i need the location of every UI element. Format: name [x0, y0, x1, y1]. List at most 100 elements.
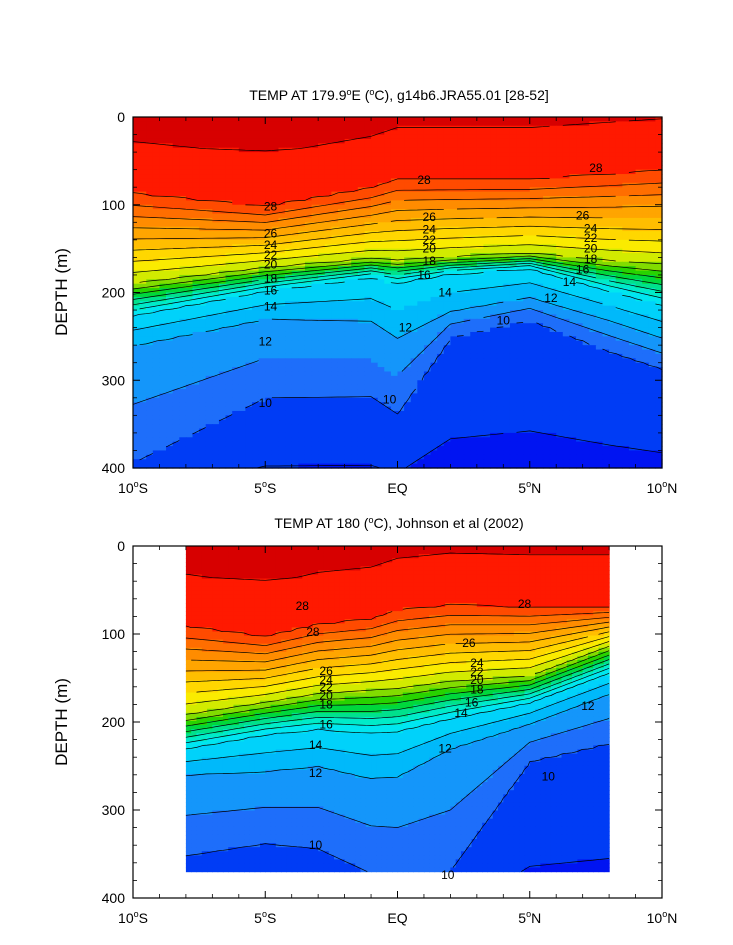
contour-fill-cell [635, 200, 643, 206]
contour-fill-cell [318, 165, 326, 171]
contour-fill-cell [185, 380, 194, 386]
contour-fill-cell [357, 204, 366, 210]
contour-fill-cell [179, 169, 187, 175]
contour-fill-cell [218, 134, 227, 140]
contour-fill-cell [463, 327, 471, 333]
contour-fill-cell [556, 371, 564, 377]
contour-fill-cell [430, 353, 438, 359]
contour-fill-cell [542, 244, 551, 250]
contour-fill-cell [377, 147, 385, 153]
contour-fill-cell [152, 235, 161, 241]
contour-fill-cell [371, 191, 379, 197]
contour-fill-cell [642, 200, 650, 206]
contour-fill-cell [569, 217, 577, 223]
contour-fill-cell [172, 270, 180, 276]
contour-fill-cell [159, 257, 167, 263]
contour-fill-cell [344, 117, 352, 122]
contour-fill-cell [179, 358, 187, 364]
contour-fill-cell [265, 305, 273, 311]
contour-fill-cell [225, 349, 233, 355]
contour-fill-cell [258, 226, 266, 232]
contour-fill-cell [377, 160, 385, 166]
contour-fill-cell [417, 340, 425, 346]
contour-fill-cell [225, 331, 233, 337]
contour-fill-cell [179, 288, 187, 294]
contour-fill-cell [205, 375, 213, 381]
contour-fill-cell [476, 292, 485, 298]
contour-fill-cell [642, 235, 650, 241]
contour-fill-cell [516, 200, 524, 206]
contour-fill-cell [304, 117, 313, 122]
contour-fill-cell [225, 187, 233, 193]
contour-fill-cell [628, 182, 637, 188]
contour-fill-cell [582, 134, 590, 140]
contour-fill-cell [258, 156, 266, 162]
contour-fill-cell [344, 134, 352, 140]
contour-fill-cell [179, 121, 187, 127]
contour-fill-cell [490, 239, 498, 245]
contour-fill-cell [199, 375, 207, 381]
contour-fill-cell [285, 288, 293, 294]
contour-fill-cell [463, 125, 471, 131]
contour-fill-cell [318, 187, 326, 193]
contour-fill-cell [648, 248, 656, 254]
contour-fill-cell [523, 340, 531, 346]
contour-fill-cell [582, 165, 590, 171]
contour-fill-cell [562, 244, 571, 250]
contour-fill-cell [351, 389, 359, 395]
contour-fill-cell [238, 182, 247, 188]
contour-fill-cell [199, 345, 207, 351]
contour-fill-cell [218, 213, 227, 219]
contour-fill-cell [609, 353, 617, 359]
contour-fill-cell [443, 279, 451, 285]
contour-fill-cell [218, 121, 227, 127]
contour-fill-cell [423, 209, 432, 215]
contour-fill-cell [298, 209, 306, 215]
contour-fill-cell [642, 384, 650, 390]
contour-fill-cell [291, 318, 299, 324]
contour-fill-cell [252, 217, 260, 223]
contour-fill-cell [523, 257, 531, 263]
contour-fill-cell [404, 143, 412, 149]
contour-fill-cell [278, 143, 286, 149]
contour-fill-cell [476, 340, 485, 346]
contour-fill-cell [199, 134, 207, 140]
contour-fill-cell [589, 178, 597, 184]
contour-fill-cell [252, 375, 260, 381]
contour-fill-cell [496, 134, 504, 140]
contour-fill-cell [139, 178, 147, 184]
contour-fill-cell [245, 358, 253, 364]
contour-fill-cell [166, 371, 174, 377]
contour-fill-cell [476, 239, 485, 245]
contour-fill-cell [304, 257, 313, 263]
contour-fill-cell [146, 384, 154, 390]
contour-fill-cell [331, 152, 339, 158]
contour-fill-cell [364, 130, 372, 136]
contour-fill-cell [139, 235, 147, 241]
contour-fill-cell [271, 217, 280, 223]
contour-fill-cell [655, 231, 663, 237]
contour-fill-cell [258, 358, 266, 364]
contour-fill-cell [397, 165, 405, 171]
contour-fill-cell [271, 195, 280, 201]
contour-fill-cell [278, 174, 286, 180]
contour-fill-cell [569, 253, 577, 258]
contour-fill-cell [582, 266, 590, 272]
contour-fill-cell [238, 367, 247, 373]
contour-fill-cell [371, 134, 379, 140]
contour-fill-cell [166, 314, 174, 320]
contour-fill-cell [549, 165, 557, 171]
contour-fill-cell [159, 371, 167, 377]
contour-fill-cell [192, 130, 200, 136]
contour-fill-cell [331, 121, 339, 127]
contour-fill-cell [291, 340, 299, 346]
contour-fill-cell [635, 239, 643, 245]
contour-fill-cell [311, 204, 319, 210]
contour-fill-cell [146, 121, 154, 127]
contour-fill-cell [238, 270, 247, 276]
contour-fill-cell [443, 253, 451, 258]
contour-fill-cell [258, 174, 266, 180]
contour-fill-cell [212, 174, 220, 180]
contour-fill-cell [635, 121, 643, 127]
contour-fill-cell [298, 305, 306, 311]
